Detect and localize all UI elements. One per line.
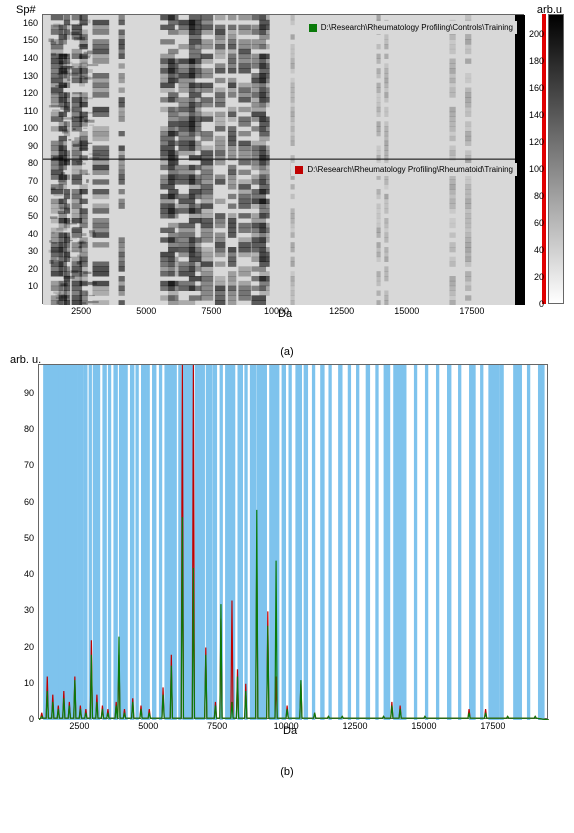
legend-controls: D:\Research\Rheumatology Profiling\Contr… [305, 21, 517, 34]
ylabel-b: arb. u. [10, 354, 41, 366]
spectrum-plot [38, 364, 548, 719]
ylabel-sp: Sp# [16, 4, 36, 16]
panel-b: arb. u. 0102030405060708090 250050007500… [8, 358, 566, 758]
legend-square-green [309, 24, 317, 32]
sublabel-b: (b) [8, 766, 566, 778]
sublabel-a: (a) [8, 346, 566, 358]
legend-controls-text: D:\Research\Rheumatology Profiling\Contr… [321, 23, 513, 32]
spectrum-svg [39, 365, 549, 720]
colorbar [548, 14, 564, 304]
legend-rheumatoid-text: D:\Research\Rheumatology Profiling\Rheum… [307, 165, 513, 174]
legend-square-red [295, 166, 303, 174]
xlabel-a: Da [278, 308, 292, 320]
heatmap-plot: D:\Research\Rheumatology Profiling\Contr… [42, 14, 524, 304]
heatmap-svg [43, 15, 525, 305]
panel-a: Sp# arb.u D:\Research\Rheumatology Profi… [8, 8, 566, 338]
legend-rheumatoid: D:\Research\Rheumatology Profiling\Rheum… [291, 163, 517, 176]
xlabel-b: Da [283, 725, 297, 737]
